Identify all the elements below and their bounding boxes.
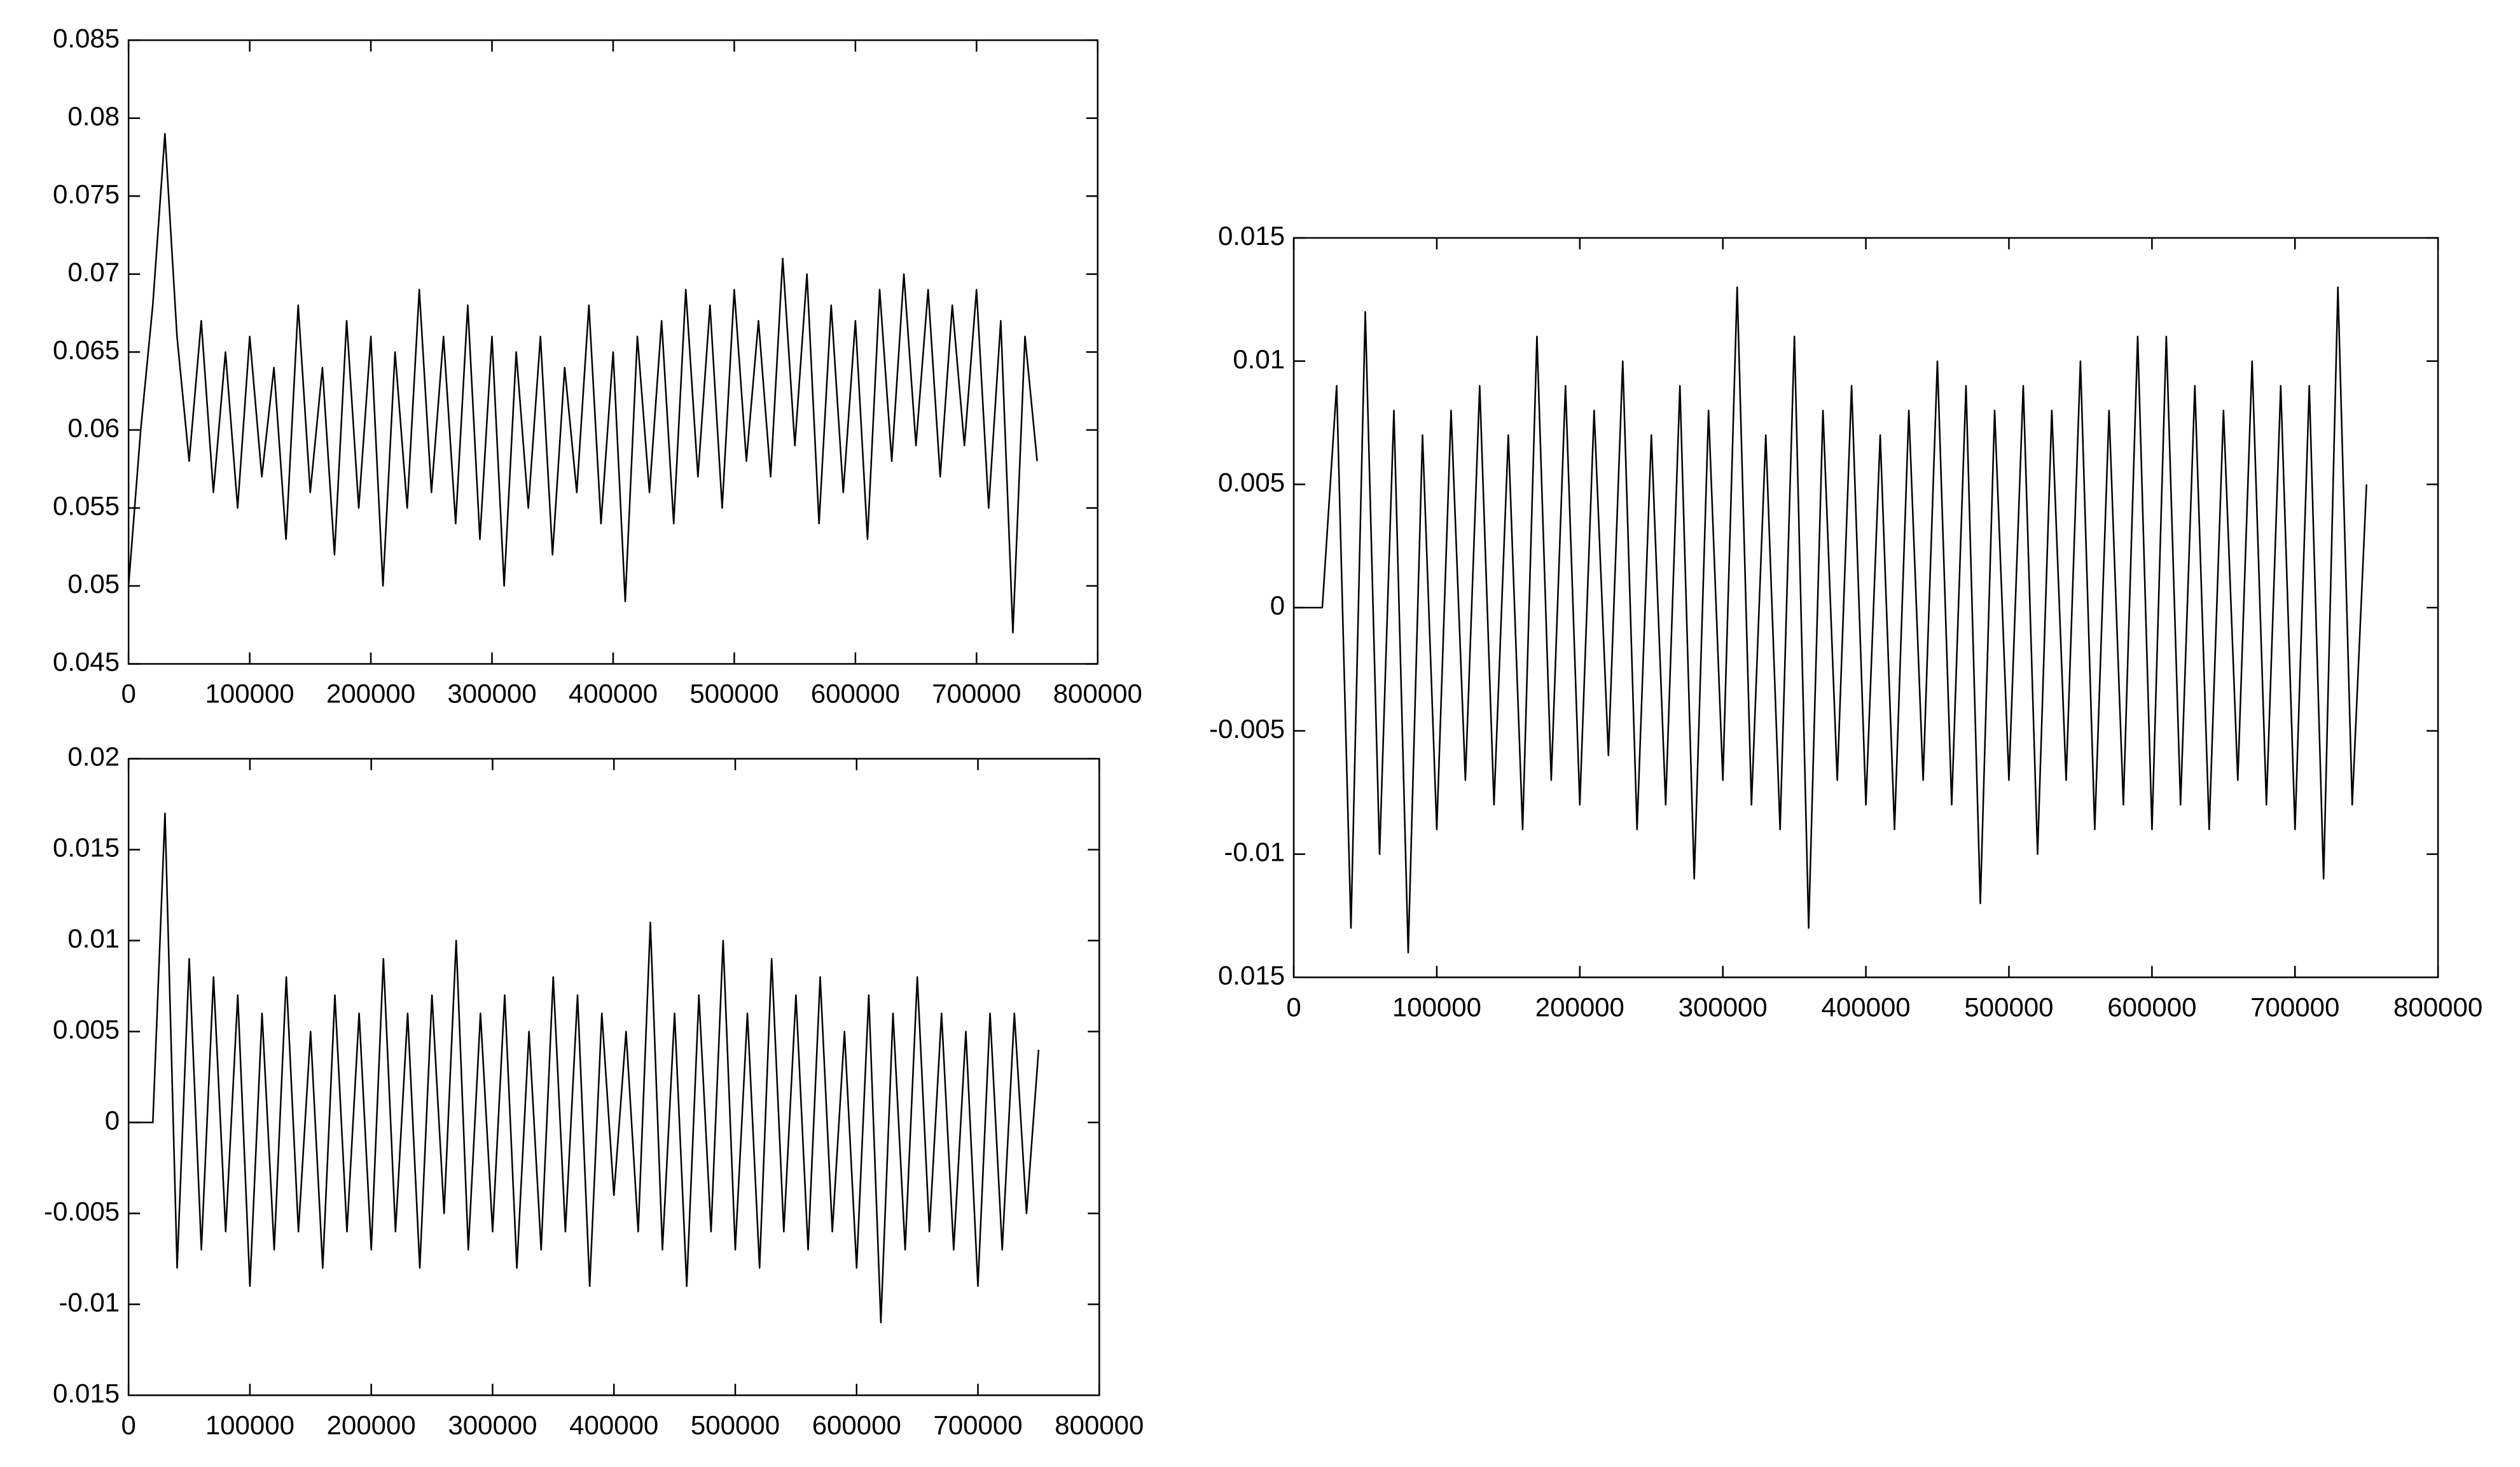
x-tick-label: 200000 xyxy=(1535,992,1624,1022)
y-tick-label: -0.01 xyxy=(59,1287,120,1317)
data-line xyxy=(128,812,1040,1324)
y-tick-label: 0.01 xyxy=(67,924,120,954)
x-tick-label: 700000 xyxy=(2250,992,2339,1022)
y-tick-label: -0.005 xyxy=(44,1196,120,1226)
y-tick-label: 0.015 xyxy=(1218,221,1285,251)
y-tick-label: 0.005 xyxy=(53,1015,120,1045)
x-tick-label: 500000 xyxy=(691,1410,780,1440)
x-tick-label: 700000 xyxy=(932,679,1021,709)
y-tick-label: 0.015 xyxy=(53,833,120,863)
y-tick-label: 0.015 xyxy=(53,1378,120,1408)
x-tick-label: 500000 xyxy=(689,679,779,709)
x-tick-label: 800000 xyxy=(1053,679,1142,709)
y-tick-label: 0.01 xyxy=(1233,344,1285,374)
x-tick-label: 0 xyxy=(121,1410,135,1440)
x-tick-label: 400000 xyxy=(569,679,658,709)
x-tick-label: 200000 xyxy=(327,1410,416,1440)
y-tick-label: 0.02 xyxy=(67,742,120,772)
y-tick-label: -0.005 xyxy=(1209,714,1285,744)
plot-frame xyxy=(127,758,1100,1396)
y-tick-label: 0.08 xyxy=(67,101,120,131)
y-tick-label: 0.015 xyxy=(1218,960,1285,990)
x-tick-label: 400000 xyxy=(569,1410,658,1440)
y-tick-label: 0.06 xyxy=(67,413,120,443)
data-line xyxy=(1294,286,2367,954)
y-tick-label: 0.055 xyxy=(53,491,120,521)
x-tick-label: 300000 xyxy=(447,679,536,709)
y-tick-label: 0.07 xyxy=(67,257,120,287)
x-tick-label: 100000 xyxy=(1392,992,1481,1022)
y-tick-label: -0.01 xyxy=(1224,837,1285,867)
x-tick-label: 400000 xyxy=(1822,992,1911,1022)
x-tick-label: 600000 xyxy=(812,1410,901,1440)
x-tick-label: 800000 xyxy=(2393,992,2482,1022)
x-tick-label: 200000 xyxy=(326,679,415,709)
x-tick-label: 0 xyxy=(1286,992,1301,1022)
x-tick-label: 0 xyxy=(121,679,135,709)
y-tick-label: 0.05 xyxy=(67,569,120,599)
x-tick-label: 100000 xyxy=(205,1410,294,1440)
x-tick-label: 100000 xyxy=(205,679,294,709)
y-tick-label: 0 xyxy=(105,1106,120,1136)
x-tick-label: 300000 xyxy=(1679,992,1768,1022)
x-tick-label: 600000 xyxy=(811,679,900,709)
x-tick-label: 600000 xyxy=(2107,992,2196,1022)
data-line xyxy=(127,132,1038,634)
x-tick-label: 800000 xyxy=(1055,1410,1144,1440)
y-tick-label: 0.085 xyxy=(53,23,120,53)
x-tick-label: 700000 xyxy=(933,1410,1022,1440)
y-tick-label: 0.005 xyxy=(1218,467,1285,497)
y-tick-label: 0 xyxy=(1270,590,1285,620)
plot-frame xyxy=(1292,237,2439,978)
y-tick-label: 0.045 xyxy=(53,647,120,677)
y-tick-label: 0.065 xyxy=(53,335,120,365)
y-tick-label: 0.075 xyxy=(53,179,120,209)
x-tick-label: 300000 xyxy=(448,1410,537,1440)
x-tick-label: 500000 xyxy=(1964,992,2053,1022)
